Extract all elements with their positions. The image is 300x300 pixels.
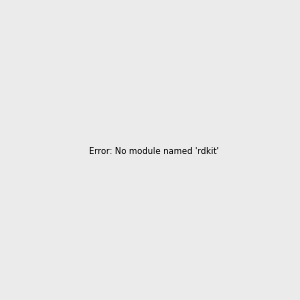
Text: Error: No module named 'rdkit': Error: No module named 'rdkit'	[89, 147, 219, 156]
